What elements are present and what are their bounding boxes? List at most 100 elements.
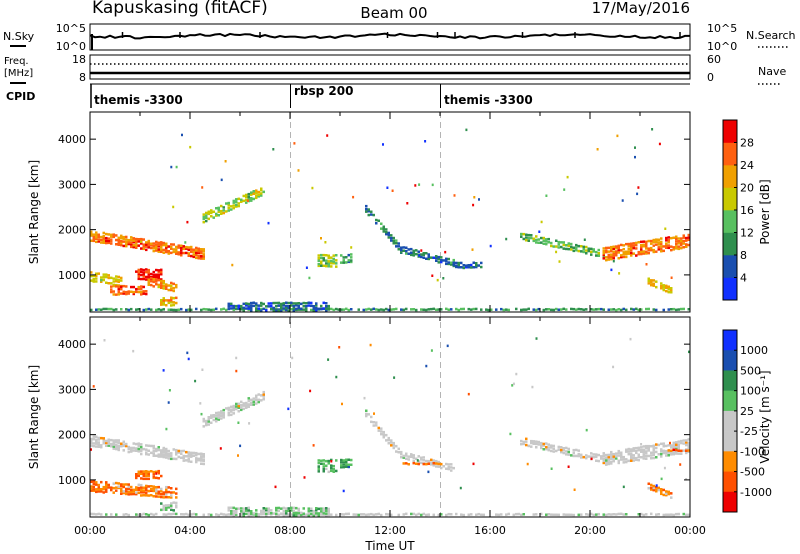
heatmap-cell (157, 245, 160, 248)
heatmap-cell (137, 450, 140, 453)
heatmap-cell (675, 235, 678, 238)
heatmap-cell (240, 507, 243, 510)
heatmap-cell (630, 242, 633, 245)
heatmap-cell (152, 270, 155, 274)
heatmap-cell (630, 244, 633, 248)
heatmap-cell (242, 507, 245, 510)
heatmap-cell (590, 247, 593, 251)
heatmap-cell (152, 249, 155, 253)
heatmap-cell (280, 306, 283, 310)
heatmap-cell (587, 513, 590, 516)
heatmap-cell (615, 455, 618, 458)
heatmap-cell (167, 288, 170, 292)
heatmap-cell (375, 222, 378, 225)
heatmap-cell (557, 308, 560, 311)
heatmap-cell (202, 513, 205, 517)
heatmap-cell (410, 253, 413, 257)
heatmap-cell (605, 249, 608, 252)
heatmap-cell (155, 488, 158, 491)
heatmap-cell (310, 308, 313, 312)
heatmap-cell (677, 443, 680, 446)
heatmap-cell (200, 308, 203, 312)
heatmap-cell (230, 509, 233, 513)
heatmap-cell (365, 308, 368, 311)
heatmap-cell (210, 513, 213, 517)
heatmap-cell (387, 513, 390, 516)
heatmap-cell (387, 442, 390, 445)
heatmap-cell (140, 273, 143, 277)
heatmap-cell (135, 513, 138, 516)
heatmap-cell (122, 443, 125, 446)
heatmap-cell (395, 239, 398, 242)
heatmap-cell (410, 453, 413, 456)
heatmap-cell (265, 507, 268, 510)
heatmap-cell (295, 506, 298, 510)
heatmap-cell (242, 404, 245, 407)
heatmap-cell (195, 460, 198, 464)
freq-label: Freq. (4, 56, 29, 67)
heatmap-cell (550, 308, 553, 312)
heatmap-cell (375, 424, 378, 427)
heatmap-cell (535, 446, 538, 449)
heatmap-cell (162, 243, 165, 247)
heatmap-cell (222, 412, 225, 415)
heatmap-cell (200, 452, 203, 455)
heatmap-cell (115, 238, 118, 242)
heatmap-cell (322, 512, 325, 515)
colorbar-tick-label: 1000 (740, 344, 768, 357)
heatmap-cell (670, 308, 673, 311)
heatmap-cell (220, 412, 223, 415)
heatmap-cell (257, 190, 260, 194)
heatmap-cell (380, 513, 383, 517)
heatmap-cell (260, 509, 263, 513)
heatmap-cell (165, 304, 168, 307)
heatmap-cell (115, 275, 118, 278)
heatmap-cell (425, 462, 428, 466)
heatmap-cell (250, 191, 253, 194)
heatmap-cell (565, 244, 568, 247)
heatmap-cell (95, 483, 98, 486)
heatmap-cell (217, 208, 220, 212)
heatmap-cell (592, 453, 595, 456)
heatmap-cell (597, 248, 600, 252)
heatmap-cell (607, 256, 610, 259)
heatmap-cell (90, 437, 93, 441)
heatmap-cell (317, 257, 320, 260)
heatmap-cell (602, 461, 605, 465)
heatmap-cell (669, 441, 671, 445)
heatmap-cell (407, 455, 410, 458)
heatmap-cell (95, 231, 98, 234)
heatmap-cell (652, 447, 655, 450)
heatmap-cell (370, 415, 373, 419)
heatmap-cell (445, 462, 448, 466)
heatmap-cell (467, 266, 470, 269)
heatmap-cell (97, 490, 100, 493)
heatmap-cell (635, 451, 638, 455)
heatmap-cell (117, 239, 120, 242)
heatmap-cell (230, 307, 233, 310)
heatmap-cell (240, 513, 243, 517)
heatmap-cell (177, 253, 180, 256)
heatmap-cell (162, 287, 165, 290)
heatmap-cell (262, 398, 265, 401)
heatmap-cell (232, 506, 235, 510)
heatmap-cell (237, 507, 240, 510)
heatmap-cell (607, 308, 610, 311)
heatmap-cell (397, 451, 400, 454)
heatmap-cell (200, 457, 203, 460)
heatmap-cell (340, 308, 343, 311)
heatmap-cell (655, 243, 658, 246)
heatmap-cell (167, 486, 170, 489)
heatmap-cell (120, 489, 123, 493)
heatmap-cell (140, 513, 143, 516)
heatmap-cell (132, 488, 135, 492)
heatmap-cell (662, 442, 665, 445)
heatmap-cell (677, 452, 680, 455)
heatmap-cell (660, 455, 663, 458)
heatmap-cell (122, 490, 125, 493)
heatmap-cell (615, 250, 618, 253)
heatmap-cell (660, 287, 663, 290)
heatmap-cell (165, 495, 168, 499)
heatmap-cell (170, 487, 173, 490)
heatmap-cell (625, 513, 628, 516)
